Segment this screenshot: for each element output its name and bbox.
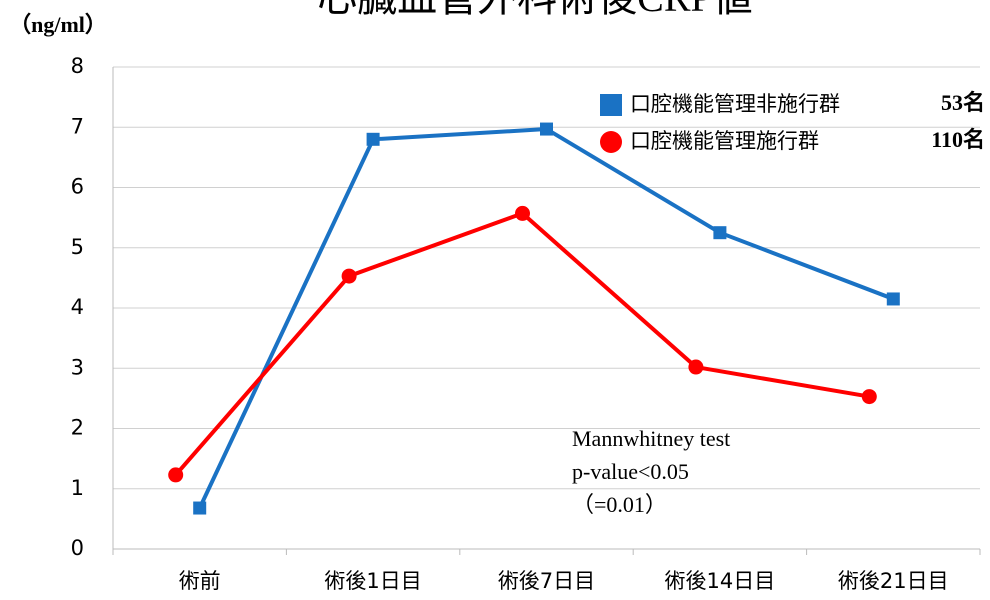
marker bbox=[861, 389, 877, 405]
x-tick-label: 術後21日目 bbox=[838, 569, 949, 593]
x-tick-label: 術後1日目 bbox=[324, 569, 421, 593]
marker bbox=[193, 501, 207, 515]
legend-count: 53名 bbox=[941, 90, 985, 115]
annotation: （=0.01） bbox=[572, 492, 667, 517]
annotation: p-value<0.05 bbox=[572, 459, 689, 484]
y-tick-label: 3 bbox=[71, 355, 84, 379]
chart-title: 心臓血管外科術後CRP値 bbox=[317, 0, 753, 20]
annotation: Mannwhitney test bbox=[572, 426, 730, 451]
x-tick-label: 術後14日目 bbox=[665, 569, 776, 593]
legend-swatch bbox=[600, 94, 622, 116]
marker bbox=[886, 292, 900, 306]
y-tick-label: 8 bbox=[71, 54, 84, 78]
marker bbox=[540, 122, 553, 136]
y-tick-label: 0 bbox=[71, 536, 84, 560]
y-tick-label: 6 bbox=[71, 175, 84, 199]
y-tick-label: 1 bbox=[71, 476, 84, 500]
y-tick-label: 2 bbox=[71, 416, 84, 440]
y-tick-label: 7 bbox=[71, 114, 84, 138]
marker bbox=[688, 359, 704, 375]
y-tick-label: 5 bbox=[71, 235, 84, 259]
marker bbox=[366, 132, 380, 146]
y-tick-label: 4 bbox=[71, 295, 84, 319]
legend-label: 口腔機能管理施行群 bbox=[630, 129, 819, 153]
marker bbox=[168, 467, 184, 483]
legend-label: 口腔機能管理非施行群 bbox=[630, 92, 840, 116]
legend-count: 110名 bbox=[931, 127, 985, 152]
legend-swatch bbox=[600, 131, 622, 153]
series-line bbox=[174, 211, 870, 477]
y-axis-label: （ng/ml） bbox=[9, 12, 107, 37]
marker bbox=[515, 205, 530, 221]
x-tick-label: 術後7日目 bbox=[498, 569, 595, 593]
x-tick-label: 術前 bbox=[179, 569, 221, 593]
marker bbox=[341, 268, 357, 284]
series-line bbox=[197, 127, 895, 509]
marker bbox=[713, 226, 727, 240]
